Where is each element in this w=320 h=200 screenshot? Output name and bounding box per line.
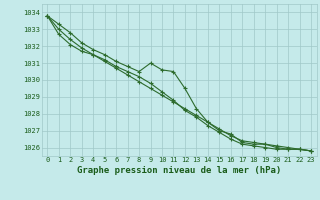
X-axis label: Graphe pression niveau de la mer (hPa): Graphe pression niveau de la mer (hPa) [77,166,281,175]
